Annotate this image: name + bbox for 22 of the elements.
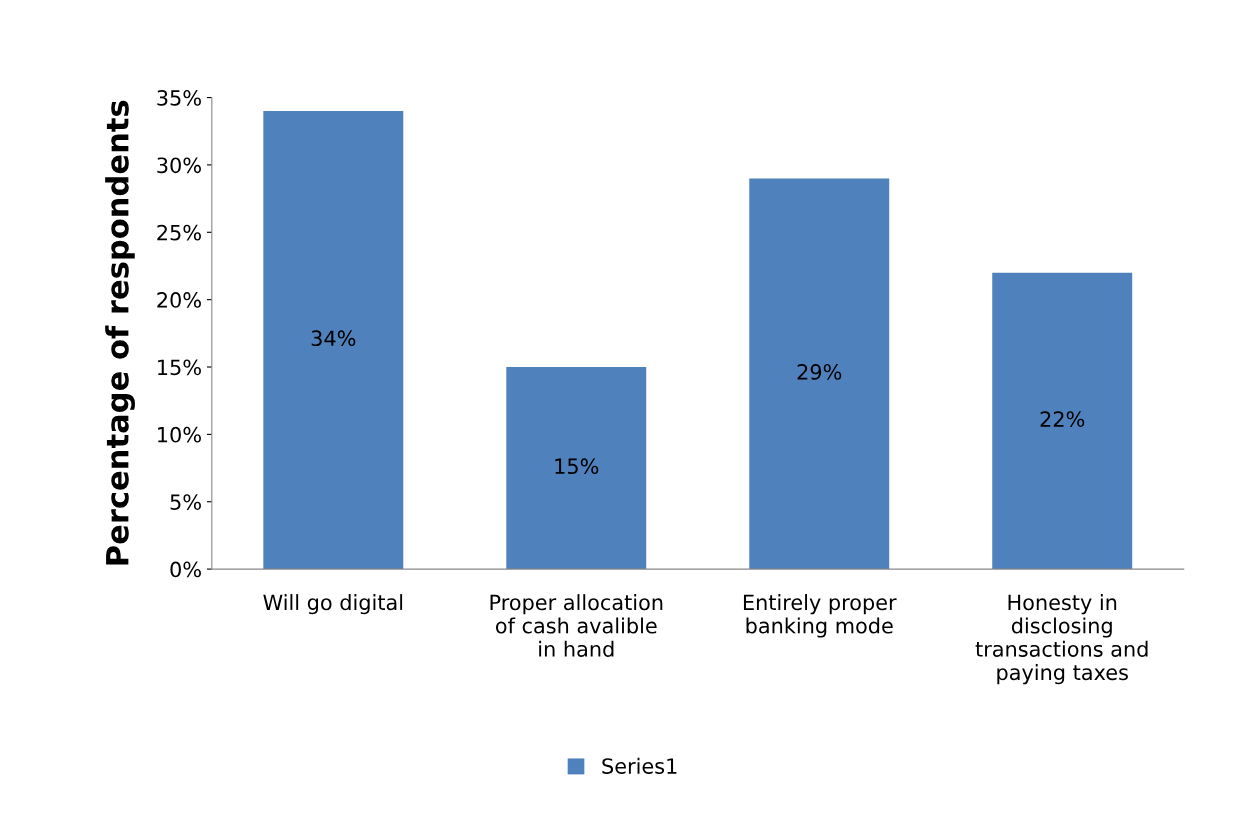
x-tick-label: Will go digital (263, 594, 403, 615)
x-tick-label: Proper allocation of cash avalible in hand (490, 594, 663, 657)
bar (263, 111, 404, 570)
x-tick-label: Honesty in disclosing transactions and paying taxes (975, 594, 1148, 685)
bar (749, 178, 890, 570)
bar (506, 367, 647, 570)
y-tick-label: 0% (170, 561, 201, 578)
y-tick-label: 20% (157, 292, 201, 308)
bar (992, 272, 1133, 570)
legend-label: Series1 (602, 757, 677, 774)
data-label: 34% (311, 330, 356, 347)
y-tick-label: 35% (157, 90, 201, 106)
y-tick-label: 30% (157, 157, 201, 174)
data-label: 29% (797, 364, 842, 380)
y-axis-title: Percentage of respondents (105, 100, 135, 565)
y-tick-label: 5% (170, 494, 201, 510)
y-tick-label: 15% (158, 359, 201, 376)
x-tick-label: Entirely proper banking mode (743, 594, 897, 638)
y-tick-label: 25% (157, 224, 201, 241)
data-label: 15% (555, 458, 599, 475)
data-label: 22% (1040, 411, 1085, 427)
y-tick-label: 10% (158, 426, 201, 443)
